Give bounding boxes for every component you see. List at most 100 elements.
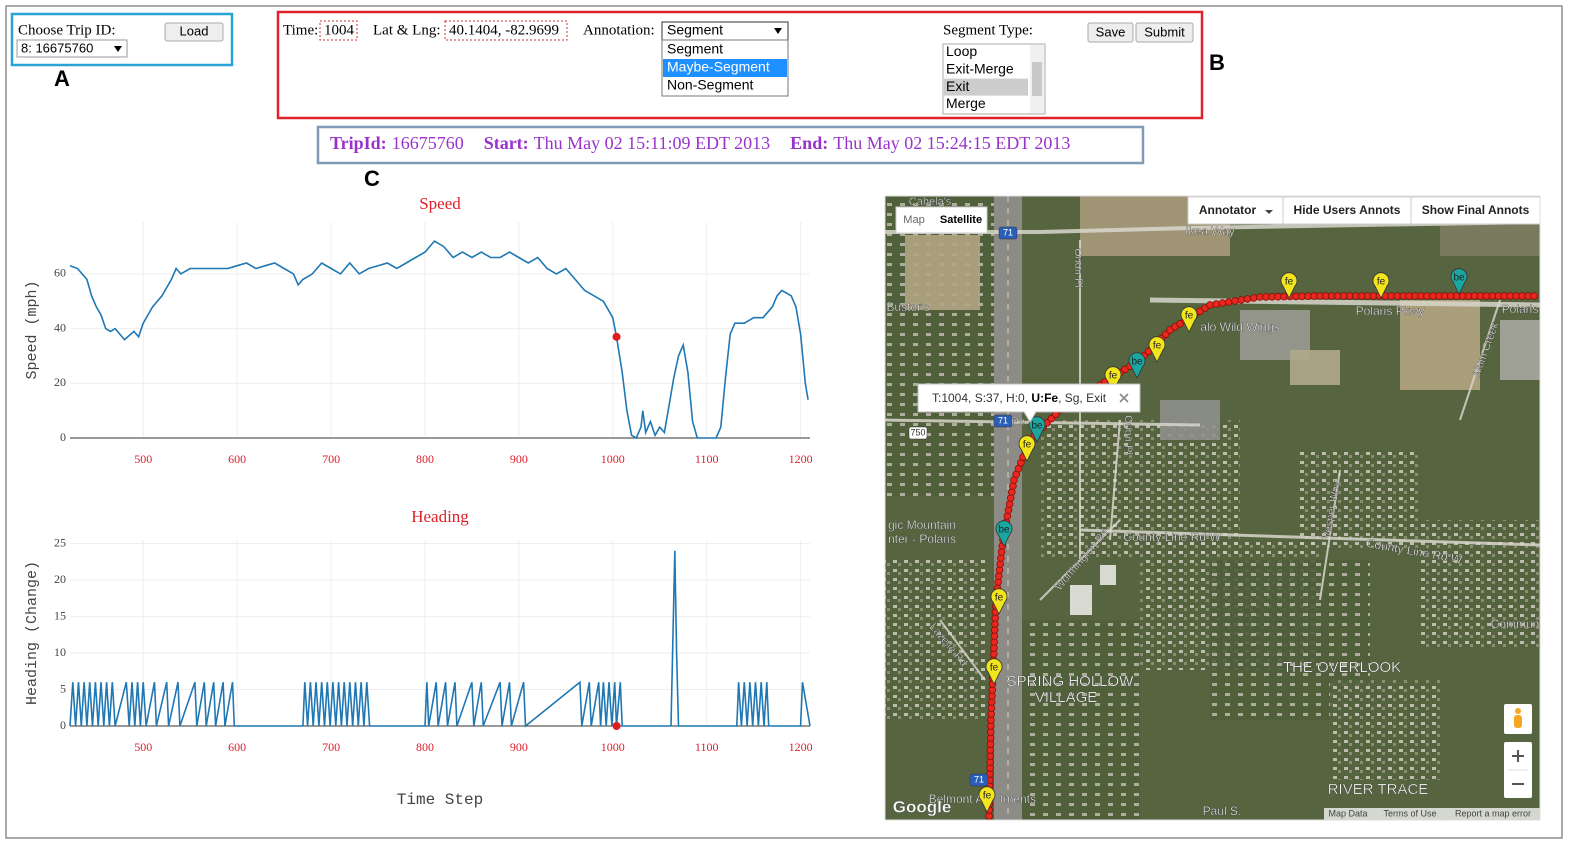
road bbox=[1079, 528, 1540, 547]
controls-panel bbox=[276, 10, 1204, 120]
load-button[interactable] bbox=[164, 22, 224, 42]
pegman-head bbox=[1515, 708, 1521, 714]
x-tick-label: 500 bbox=[134, 740, 152, 754]
annotation-option[interactable]: Segment bbox=[667, 41, 723, 57]
segment-type-option[interactable]: Exit-Merge bbox=[946, 61, 1014, 77]
marker-pin[interactable] bbox=[985, 658, 1003, 685]
route-point bbox=[1249, 294, 1258, 302]
footer-link[interactable]: Terms of Use bbox=[1383, 808, 1436, 818]
caret bbox=[1265, 210, 1273, 214]
x-tick-label: 900 bbox=[510, 740, 528, 754]
segment-type-option[interactable]: Merge bbox=[946, 95, 986, 111]
map-type[interactable]: Satellite bbox=[940, 214, 982, 226]
marker-pin[interactable] bbox=[1450, 268, 1468, 295]
marker-pin[interactable] bbox=[995, 520, 1013, 547]
x-tick-label: 1100 bbox=[695, 740, 719, 754]
info-part: , Sg, Exit bbox=[1058, 391, 1107, 405]
current-point bbox=[612, 722, 621, 730]
y-axis-label: Heading (Change) bbox=[24, 561, 41, 705]
terrain bbox=[905, 235, 980, 310]
map-label: THE OVERLOOK bbox=[1283, 659, 1401, 676]
marker-pin[interactable] bbox=[990, 588, 1008, 615]
button[interactable] bbox=[1135, 22, 1194, 43]
info-window-text: T:1004, S:37, H:0, U:Fe, Sg, Exit bbox=[932, 391, 1107, 405]
marker-pin[interactable] bbox=[1148, 336, 1166, 363]
time-label: Time: bbox=[283, 22, 318, 38]
trip-panel bbox=[10, 12, 234, 67]
latlng-label: Lat & Lng: bbox=[373, 22, 441, 38]
map-button-label: Show Final Annots bbox=[1422, 203, 1530, 217]
trip-info: TripId: 16675760 Start: Thu May 02 15:11:09… bbox=[330, 133, 1070, 153]
y-tick-label: 60 bbox=[54, 266, 66, 280]
marker-pin[interactable] bbox=[1018, 435, 1036, 462]
button[interactable] bbox=[1087, 22, 1134, 43]
map-label: County Line Rd W bbox=[1123, 530, 1221, 544]
map-button-label: Annotator bbox=[1199, 203, 1257, 217]
marker-label: fe bbox=[1285, 277, 1294, 288]
google-logo: Google bbox=[893, 797, 952, 816]
marker-label: fe bbox=[1023, 440, 1032, 451]
map-button-label: Hide Users Annots bbox=[1294, 203, 1401, 217]
line-series bbox=[69, 550, 811, 728]
marker-label: be bbox=[998, 525, 1010, 536]
annotation-label: Annotation: bbox=[583, 22, 655, 38]
map-type[interactable]: Map bbox=[903, 214, 924, 226]
map-label: Buster's bbox=[887, 300, 930, 314]
marker-label: be bbox=[1453, 273, 1465, 284]
scroll-thumb bbox=[1032, 62, 1042, 96]
shield-label: 71 bbox=[1003, 227, 1013, 237]
segment-type-option[interactable]: Exit bbox=[946, 78, 969, 94]
x-tick-label: 600 bbox=[228, 452, 246, 466]
marker-label: fe bbox=[1153, 341, 1162, 352]
tag-b: B bbox=[1209, 50, 1225, 75]
close-icon[interactable] bbox=[1119, 393, 1129, 403]
marker-pin[interactable] bbox=[1028, 416, 1046, 443]
marker-label: fe bbox=[983, 791, 992, 802]
footer-link[interactable]: Report a map error bbox=[1455, 808, 1531, 818]
segment-type-option[interactable]: Loop bbox=[946, 43, 977, 59]
x-tick-label: 800 bbox=[416, 740, 434, 754]
button-label: Save bbox=[1096, 24, 1126, 39]
trip-label: Choose Trip ID: bbox=[18, 22, 116, 38]
info-start: Thu May 02 15:11:09 EDT 2013 bbox=[534, 133, 771, 153]
marker-pin[interactable] bbox=[1128, 352, 1146, 379]
annotation-option[interactable]: Non-Segment bbox=[667, 77, 753, 93]
shield-label: 71 bbox=[974, 774, 984, 784]
road bbox=[939, 619, 986, 681]
marker-pin[interactable] bbox=[978, 786, 996, 813]
terrain bbox=[1300, 450, 1420, 550]
x-tick-label: 1200 bbox=[789, 740, 813, 754]
footer-link[interactable]: Map Data bbox=[1328, 808, 1367, 818]
route-point bbox=[1206, 301, 1214, 309]
marker-label: fe bbox=[995, 593, 1004, 604]
route-point bbox=[1212, 300, 1221, 308]
info-part: T:1004, S:37, H:0, bbox=[932, 391, 1031, 405]
map-label: VILLAGE bbox=[1035, 689, 1098, 706]
map-label: SPRING HOLLOW bbox=[1007, 673, 1135, 690]
shield-label: 750 bbox=[910, 427, 925, 437]
map-label: Ikea Way bbox=[1185, 224, 1235, 238]
trip-select[interactable] bbox=[16, 39, 128, 58]
info-window bbox=[917, 383, 1141, 423]
current-point bbox=[612, 332, 621, 341]
route-point bbox=[1231, 297, 1239, 305]
marker-pin[interactable] bbox=[1280, 272, 1298, 299]
line-series bbox=[69, 240, 809, 440]
info-part: U:Fe bbox=[1031, 391, 1058, 405]
map-label: Orion Pl bbox=[1072, 248, 1084, 288]
x-axis-label: Time Step bbox=[397, 791, 483, 809]
marker-pin[interactable] bbox=[1372, 272, 1390, 299]
map-label: Polaris bbox=[1502, 302, 1539, 316]
map-label: alo Wild Wings bbox=[1200, 320, 1279, 334]
terrain bbox=[1330, 680, 1440, 780]
marker-pin[interactable] bbox=[1180, 306, 1198, 333]
road-shield bbox=[908, 426, 928, 440]
marker-pin[interactable] bbox=[1104, 366, 1122, 393]
map-button[interactable] bbox=[1410, 196, 1540, 225]
info-panel bbox=[316, 125, 1145, 165]
y-tick-label: 15 bbox=[54, 608, 66, 622]
annotation-option[interactable]: Maybe-Segment bbox=[667, 59, 770, 75]
map-button[interactable] bbox=[1282, 196, 1412, 225]
map-label: RIVER TRACE bbox=[1328, 781, 1429, 798]
info-end-label: End: bbox=[790, 133, 828, 153]
